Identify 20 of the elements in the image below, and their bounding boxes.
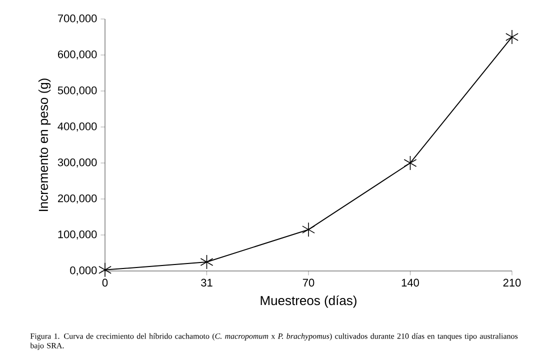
x-tick-label: 70 [302, 278, 314, 287]
text: Figura 1. Curva de crecimiento del híbrido cachamoto (C. macropomum x P. brachypomus) cultivados durante 210 días en tanques tipo australianos bajo SRA. [30, 333, 518, 350]
x-tick-label: 210 [503, 278, 521, 287]
point [404, 156, 417, 170]
x-tick-label: 0 [102, 278, 108, 287]
y-tick-label: 600,000 [58, 50, 97, 60]
y-tick-label: 100,000 [58, 230, 97, 240]
x-tick-label: 140 [402, 278, 419, 287]
point [506, 30, 518, 44]
y-tick-label: 500,000 [58, 86, 97, 96]
y-tick-label: 0,000 [70, 266, 97, 276]
y-tick-label: 400,000 [58, 122, 97, 132]
y-tick-label: 300,000 [58, 158, 97, 168]
point [200, 254, 214, 270]
x-tick-label: 31 [201, 278, 212, 287]
y-tick-label: 700,000 [58, 14, 97, 24]
y-axis-title: Incremento en peso (g) [38, 78, 51, 211]
point [302, 222, 315, 237]
x-axis-title: Muestreos (días) [260, 295, 356, 308]
y-tick-label: 200,000 [58, 194, 97, 204]
